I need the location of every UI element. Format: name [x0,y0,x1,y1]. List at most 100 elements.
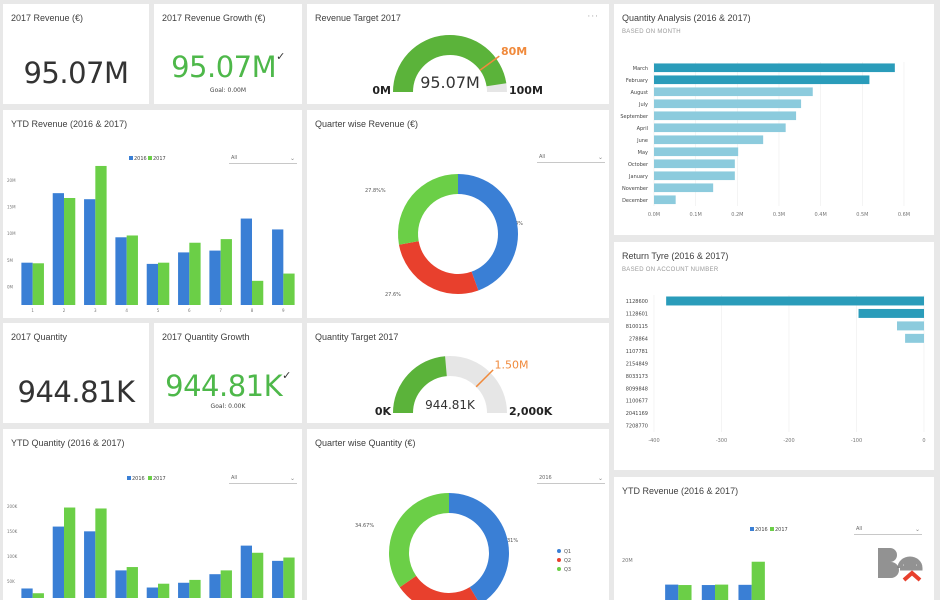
slice-Q1 [449,493,509,600]
y-category-label: August [631,90,649,96]
x-tick-label: 2 [63,308,66,313]
donut-svg: 27.8%% 44.4% 27.6% [365,174,523,298]
quantity-2017-card[interactable]: 2017 Quantity 944.81K [3,323,149,423]
gauge-fill [393,356,448,414]
y-category-label: September [620,114,649,120]
legend-2016-swatch [129,156,133,160]
slice-Q1 [458,174,519,291]
slice-Q2 [398,241,479,294]
ytd-quantity-chart[interactable]: YTD Quantity (2016 & 2017) All ⌄ 2016 201… [3,429,302,600]
bar-2017-9 [283,273,295,305]
y-category-label: March [633,66,648,72]
check-icon: ✓ [282,369,291,382]
y-category-label: 2154849 [626,361,648,367]
gauge-fill [393,35,507,93]
gauge-title: Quantity Target 2017 [315,332,399,342]
filter-dropdown[interactable]: All ⌄ [229,475,297,484]
bar-1128600 [666,296,924,306]
slice-label-q3: 34.67% [355,523,374,529]
slice-label-q2: 27.6% [385,292,401,298]
x-tick-label: 0.6M [898,212,910,218]
quarter-revenue-donut[interactable]: Quarter wise Revenue (€) All ⌄ 27.8%% 44.… [307,110,609,318]
bar-2017-4 [126,567,138,598]
bar-2016-7 [209,250,221,305]
y-category-label: June [636,138,648,144]
chart-svg: -400 -300 -200 -100 0 1128600 1128601 8100115 27… [626,295,926,444]
legend-2016: 2016 [755,527,768,533]
y-tick-label: 50K [7,579,15,584]
bar-2017-2 [715,584,729,600]
ytd-revenue-chart-2[interactable]: YTD Revenue (2016 & 2017) All ⌄ 2016 2017… [614,477,934,600]
y-category-label: November [622,186,649,192]
y-category-label: October [628,162,649,168]
kpi-goal: Goal: 0.00M [209,87,247,94]
legend-2017: 2017 [153,156,166,162]
bar-2017-9 [283,557,295,598]
y-category-label: 2041169 [626,411,648,417]
kpi-value: 95.07M [171,50,277,84]
legend-2017-swatch [148,156,152,160]
y-category-label: 8099848 [626,386,648,392]
filter-dropdown[interactable]: All ⌄ [854,526,922,535]
chart-title: Quarter wise Revenue (€) [315,119,419,129]
x-tick-label: 3 [94,308,97,313]
bar-January [654,171,735,181]
bar-April [654,123,786,133]
y-category-label: February [626,78,648,84]
more-options-icon[interactable]: ··· [587,12,599,22]
x-tick-label: 0.1M [690,212,702,218]
y-tick-label: 5M [7,258,14,263]
chart-subtitle: BASED ON ACCOUNT NUMBER [622,267,719,273]
y-category-label: 1128601 [626,312,648,318]
y-category-label: January [628,174,648,180]
bar-2016-4 [115,237,127,305]
quantity-growth-kpi[interactable]: 2017 Quantity Growth 944.81K✓ Goal: 0.00… [154,323,302,423]
chart-svg: 2016 2017 200K 150K 100K 50K [7,476,295,598]
legend-2016-swatch [127,476,131,480]
bar-2016-8 [240,218,252,305]
gauge-title: Revenue Target 2017 [315,13,401,23]
filter-dropdown[interactable]: 2016 ⌄ [537,475,605,484]
revenue-target-gauge[interactable]: Revenue Target 2017 ··· 95.07M 80M 0M 10… [307,4,609,104]
chevron-down-icon: ⌄ [289,475,295,482]
bar-2016-8 [240,545,252,598]
bar-2017-1 [678,585,692,600]
x-tick-label: 9 [282,308,285,313]
bar-2017-1 [32,593,44,598]
legend-2017: 2017 [775,527,788,533]
quantity-target-gauge[interactable]: Quantity Target 2017 944.81K 1.50M 0K 2,… [307,323,609,423]
behance-logo-icon [878,548,923,582]
x-tick-label: 0.2M [731,212,743,218]
x-tick-label: 5 [157,308,160,313]
y-tick-label: 100K [7,554,18,559]
ytd-revenue-chart[interactable]: YTD Revenue (2016 & 2017) All ⌄ 2016 2017… [3,110,302,318]
donut-svg: 34.67% 41.31% Q1 Q2 Q3 [355,493,571,600]
chart-svg: 2016 2017 20M 15M 10M 5M 0M 1 2 3 4 5 6 7 8 9 [7,156,295,313]
revenue-2017-card[interactable]: 2017 Revenue (€) 95.07M [3,4,149,104]
x-tick-label: -300 [716,438,727,444]
gauge-target-marker [475,369,494,388]
quantity-analysis-chart[interactable]: Quantity Analysis (2016 & 2017) BASED ON… [614,4,934,235]
bar-December [654,195,676,205]
chart-title: YTD Quantity (2016 & 2017) [11,438,125,448]
x-tick-label: -200 [783,438,794,444]
quarter-quantity-donut[interactable]: Quarter wise Quantity (€) 2016 ⌄ 34.67% 4… [307,429,609,600]
filter-dropdown[interactable]: All ⌄ [537,154,605,163]
filter-value: All [231,155,238,161]
legend-2016: 2016 [132,476,145,482]
chart-svg: 2016 2017 20M [622,527,788,600]
y-category-label: 278864 [629,336,648,342]
slice-Q3 [398,174,458,245]
return-tyre-chart[interactable]: Return Tyre (2016 & 2017) BASED ON ACCOU… [614,242,934,470]
filter-dropdown[interactable]: All ⌄ [229,155,297,164]
y-tick-label: 20M [7,178,16,183]
bar-2016-3 [84,199,96,305]
bar-February [654,75,870,85]
bar-September [654,111,797,121]
kpi-value: 944.81K [165,369,283,403]
bar-2016-9 [272,560,284,598]
revenue-growth-kpi[interactable]: 2017 Revenue Growth (€) 95.07M✓ Goal: 0.… [154,4,302,104]
y-tick-label: 0M [7,284,14,289]
x-tick-label: 0.3M [773,212,785,218]
y-category-label: 1100677 [626,399,648,405]
